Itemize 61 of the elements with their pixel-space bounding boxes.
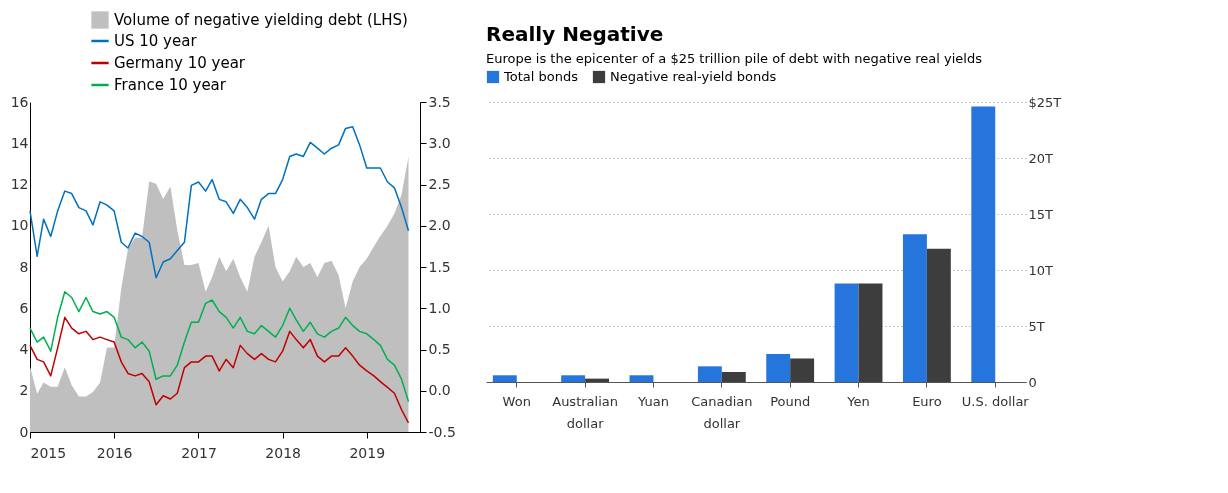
x-tick-label: 2018 <box>265 444 301 461</box>
bar <box>790 358 815 382</box>
x-tick-label: U.S. dollar <box>961 393 1030 409</box>
y2-tick-label: 3.0 <box>428 134 451 151</box>
bar <box>585 378 610 382</box>
legend-label: France 10 year <box>114 76 227 94</box>
chart-title: Really Negative <box>486 22 664 46</box>
x-tick-label: Euro <box>912 393 942 409</box>
y-tick-label: 12 <box>10 176 29 192</box>
line-series <box>29 126 410 279</box>
bar <box>902 234 927 382</box>
x-tick-label: Yen <box>846 393 870 409</box>
y2-tick-label: 1.0 <box>428 299 451 316</box>
line-series <box>29 316 410 424</box>
bar <box>834 283 859 382</box>
x-tick-label: Australian dollar <box>552 393 618 431</box>
x-tick-label: Yuan <box>637 393 669 409</box>
x-tick-label: 2016 <box>96 444 133 461</box>
y-tick-label: 10T <box>1028 262 1054 278</box>
x-tick-label: Canadian dollar <box>691 393 753 431</box>
y-tick-label: 4 <box>19 341 29 357</box>
bar <box>926 248 951 382</box>
y-tick-label: 0 <box>1028 374 1037 390</box>
x-tick-label: 2017 <box>181 444 217 461</box>
y-tick-label: 14 <box>10 134 29 151</box>
y-tick-label: 0 <box>19 423 29 440</box>
legend-label: Volume of negative yielding debt (LHS) <box>114 11 408 29</box>
legend-label: Negative real-yield bonds <box>610 69 777 84</box>
legend-label: Germany 10 year <box>114 54 246 72</box>
line-series <box>29 291 410 403</box>
y-tick-label: 8 <box>19 258 29 275</box>
legend-label: US 10 year <box>114 32 198 50</box>
y-tick-label: 2 <box>19 382 29 399</box>
bar <box>629 375 654 382</box>
y-tick-label: 6 <box>19 299 29 316</box>
y2-tick-label: 2.5 <box>428 176 451 192</box>
y-tick-label: 20T <box>1028 150 1054 166</box>
y2-tick-label: -0.5 <box>428 423 456 440</box>
bar <box>561 375 586 382</box>
bar <box>766 354 791 382</box>
y2-tick-label: 3.5 <box>428 93 451 110</box>
bar <box>721 371 746 382</box>
bar <box>971 106 996 382</box>
y2-tick-label: 0.5 <box>428 341 451 357</box>
x-tick-label: 2015 <box>30 444 67 461</box>
x-tick-label: Won <box>502 393 531 409</box>
y2-tick-label: 0.0 <box>428 382 451 399</box>
bar <box>697 366 722 382</box>
bar <box>858 283 883 382</box>
y-tick-label: 10 <box>10 217 29 234</box>
chart-subtitle: Europe is the epicenter of a $25 trillion pile of debt with negative real yields <box>486 51 983 66</box>
y2-tick-label: 2.0 <box>428 217 451 234</box>
legend-label: Total bonds <box>503 69 579 84</box>
y-tick-label: 16 <box>10 93 29 110</box>
y-tick-label: 15T <box>1028 206 1054 222</box>
bar <box>492 375 517 382</box>
y2-tick-label: 1.5 <box>428 258 451 275</box>
x-tick-label: 2019 <box>349 444 386 461</box>
y-tick-label: $25T <box>1028 94 1062 110</box>
x-tick-label: Pound <box>770 393 811 409</box>
y-tick-label: 5T <box>1028 318 1045 334</box>
